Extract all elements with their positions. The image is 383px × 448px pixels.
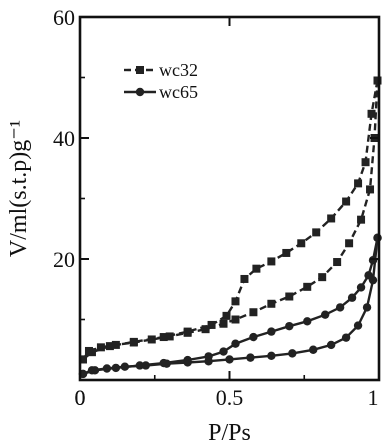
y-axis-title: V/ml(s.t.p)g⁻¹ xyxy=(6,120,32,257)
series-wc32-point xyxy=(327,214,336,223)
series-wc32-point xyxy=(267,257,276,266)
series-wc65-point xyxy=(135,361,144,370)
series-wc32-point xyxy=(249,308,258,317)
series-wc65-point xyxy=(183,355,192,365)
series-wc32-point xyxy=(282,248,291,257)
plot-frame xyxy=(78,15,381,382)
series-wc65-point xyxy=(285,321,294,331)
series-wc65-point xyxy=(267,327,276,336)
series-wc65-point xyxy=(362,303,372,312)
series-wc32-point xyxy=(297,239,306,248)
series-wc32-point xyxy=(78,355,87,364)
series-wc32-point xyxy=(342,197,351,206)
series-wc32-point xyxy=(366,185,375,194)
series-wc65-point xyxy=(368,256,378,265)
series-wc32-point xyxy=(87,348,96,357)
series-wc65-point xyxy=(347,293,357,302)
series-wc32-point xyxy=(361,158,370,167)
series-wc32-point xyxy=(96,343,105,352)
series-wc32-point xyxy=(345,239,354,248)
series-wc32-point xyxy=(303,282,312,291)
series-wc32-point xyxy=(219,319,228,328)
series-wc32-adsorption-line xyxy=(82,80,379,361)
legend-label-wc32: wc32 xyxy=(159,60,198,80)
y-tick-label: 20 xyxy=(53,247,75,272)
series-wc65-point xyxy=(364,271,373,280)
series-wc32-point xyxy=(159,333,168,342)
series-wc65-point xyxy=(356,283,366,292)
series-wc65-point xyxy=(219,347,228,356)
x-tick-label: 0 xyxy=(75,385,86,410)
series-wc32-point xyxy=(373,76,382,85)
series-wc65-point xyxy=(373,233,382,243)
series-wc32-point xyxy=(354,179,363,188)
y-tick-label: 60 xyxy=(53,5,75,30)
series-wc65-point xyxy=(320,310,330,319)
series-wc65-point xyxy=(288,349,297,358)
series-wc65-point xyxy=(341,333,351,342)
series-wc32-point xyxy=(201,325,210,334)
series-wc65-point xyxy=(225,355,234,364)
y-tick-label: 40 xyxy=(53,126,75,151)
series-wc32-point xyxy=(207,320,216,329)
series-wc65-point xyxy=(326,340,336,350)
series-wc32-point xyxy=(105,342,114,351)
origin-tick-label: 0 xyxy=(75,385,86,410)
series-wc32-point xyxy=(267,299,276,308)
legend-marker-wc32 xyxy=(136,66,144,74)
series-wc32-point xyxy=(285,292,294,301)
series-wc65-point xyxy=(309,345,318,354)
series-wc65-point xyxy=(231,339,240,348)
series-wc32-point xyxy=(318,273,327,282)
series-wc32-desorption-line xyxy=(82,80,379,361)
x-tick-label: 1 xyxy=(368,385,379,410)
x-tick-label: 0.5 xyxy=(216,385,244,410)
series-wc65-point xyxy=(246,353,255,362)
series-wc65-point xyxy=(159,358,168,368)
series-wc65-point xyxy=(353,321,363,330)
series-wc32-point xyxy=(252,264,261,273)
legend-marker-wc65 xyxy=(135,87,145,97)
series-wc32-point xyxy=(129,337,138,346)
series-wc32-point xyxy=(231,315,240,324)
series-wc65-point xyxy=(335,303,345,312)
series-wc32-point xyxy=(312,228,321,237)
series-wc65-point xyxy=(249,332,258,342)
series-wc65-point xyxy=(90,366,100,375)
series-wc65-point xyxy=(204,352,213,361)
series-wc32-point xyxy=(367,109,376,118)
series-wc32-point xyxy=(333,258,342,267)
series-wc32-point xyxy=(183,327,192,336)
series-wc32-point xyxy=(222,311,231,320)
series-wc32-point xyxy=(357,215,366,224)
x-axis-title: P/Ps xyxy=(208,420,251,446)
series-wc65-point xyxy=(267,351,276,360)
series-wc65-point xyxy=(111,363,121,373)
series-wc32-point xyxy=(231,297,240,306)
series-wc65-point xyxy=(303,317,312,326)
plot-area xyxy=(78,76,382,379)
series-wc32-point xyxy=(240,274,249,283)
legend-label-wc65: wc65 xyxy=(159,82,198,102)
